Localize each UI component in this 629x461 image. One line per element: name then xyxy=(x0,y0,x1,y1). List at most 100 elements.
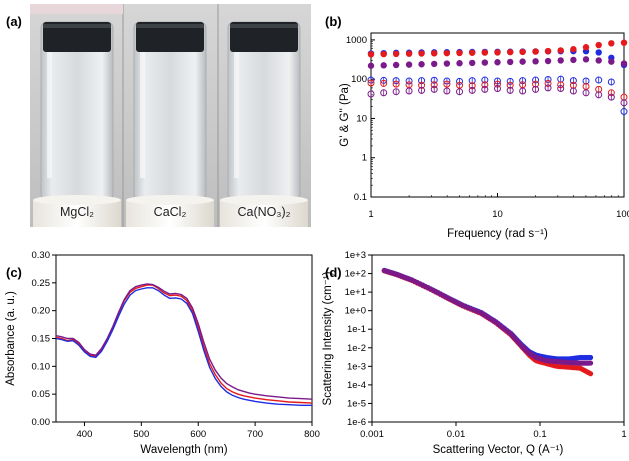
data-point xyxy=(443,80,451,88)
y-tick-label: 0.00 xyxy=(32,417,51,428)
data-point xyxy=(570,56,577,64)
panel-d-scattering-chart: (d) 1e-6 1e-5 1e-4 1e-3 1e-2 1e-1 1e+0 1e+1 1e+2 1… xyxy=(322,250,627,456)
vial-photo: MgCl₂ CaCl₂ Ca(NO₃)₂ xyxy=(30,4,311,227)
x-tick-label: 700 xyxy=(247,429,263,440)
y-tick-label: 0.05 xyxy=(32,389,51,400)
series-line xyxy=(55,287,312,406)
data-point xyxy=(544,57,552,65)
data-point xyxy=(405,87,413,95)
data-point xyxy=(456,49,463,57)
panel-label: (c) xyxy=(6,265,22,280)
data-point xyxy=(443,49,451,57)
vial-cap-shine xyxy=(43,24,111,28)
data-point xyxy=(431,50,438,57)
data-point xyxy=(557,47,564,54)
y-tick-label: 1e+2 xyxy=(345,269,366,280)
data-point xyxy=(595,49,602,56)
data-point xyxy=(620,39,628,46)
series-line xyxy=(55,283,313,400)
y-tick-label: 1000 xyxy=(346,35,367,46)
y-tick-label: 0.15 xyxy=(32,334,51,345)
y-tick-label: 0.10 xyxy=(32,361,51,372)
data-point xyxy=(557,57,564,64)
data-point xyxy=(607,93,615,101)
data-point xyxy=(469,49,476,56)
series-line xyxy=(55,284,313,404)
data-point xyxy=(582,56,590,63)
data-point xyxy=(392,80,400,88)
data-point xyxy=(481,49,489,56)
y-tick-label: 1e-5 xyxy=(347,398,366,409)
data-point xyxy=(380,89,388,97)
data-point xyxy=(532,58,539,65)
data-point xyxy=(595,57,602,64)
data-point xyxy=(582,44,590,51)
y-axis-label: Scattering Intensity (cm⁻¹) xyxy=(322,271,334,405)
y-tick-label: 1e+1 xyxy=(345,287,366,298)
vial-base-rim xyxy=(220,195,308,205)
y-tick-label: 1 xyxy=(362,153,367,164)
data-point xyxy=(418,61,425,68)
vial-base-rim xyxy=(126,195,214,205)
data-point xyxy=(418,86,426,94)
data-point xyxy=(582,89,590,97)
y-tick-label: 0.1 xyxy=(354,192,367,203)
x-axis-label: Frequency (rad s⁻¹) xyxy=(447,228,548,240)
x-tick-label: 400 xyxy=(77,429,93,440)
x-axis-label: Scattering Vector, Q (A⁻¹) xyxy=(433,444,564,456)
y-tick-label: 1e-1 xyxy=(347,324,366,335)
data-point xyxy=(608,40,615,47)
panel-label: (b) xyxy=(325,14,342,29)
series xyxy=(381,268,594,366)
data-point xyxy=(620,99,628,107)
vial-white-base xyxy=(220,200,308,227)
data-point xyxy=(430,85,438,93)
vial-label: Ca(NO₃)₂ xyxy=(238,205,291,219)
data-point xyxy=(519,58,526,65)
data-point xyxy=(481,59,489,66)
data-point xyxy=(367,51,375,58)
data-point xyxy=(456,88,464,96)
vial-white-base xyxy=(126,200,214,227)
data-point xyxy=(595,76,603,84)
vial-label: CaCl₂ xyxy=(154,205,187,219)
data-point xyxy=(620,108,628,116)
series xyxy=(367,84,628,107)
data-point xyxy=(392,61,400,69)
data-point xyxy=(431,60,438,68)
vial: CaCl₂ xyxy=(126,21,214,227)
data-point xyxy=(494,84,501,92)
data-point xyxy=(506,58,514,66)
data-point xyxy=(569,87,577,95)
vial-cap-shine xyxy=(230,24,298,28)
data-point xyxy=(587,354,594,361)
y-tick-label: 1e-2 xyxy=(347,343,366,354)
x-tick-label: 1 xyxy=(621,429,626,440)
data-point xyxy=(380,62,387,69)
x-tick-label: 0.01 xyxy=(447,429,466,440)
x-tick-label: 0.001 xyxy=(360,429,384,440)
data-point xyxy=(380,50,387,58)
data-point xyxy=(587,371,594,377)
data-point xyxy=(506,86,514,94)
data-point xyxy=(570,46,577,53)
data-point xyxy=(367,79,375,87)
vial-highlight xyxy=(140,28,145,178)
vial-base-rim xyxy=(33,195,121,205)
data-point xyxy=(468,86,476,94)
data-point xyxy=(544,84,552,92)
y-tick-label: 1e-4 xyxy=(347,380,366,391)
plot-area xyxy=(371,254,625,423)
panel-b-rheology-chart: (b)0.11101001000110100Frequency (rad s⁻¹… xyxy=(325,14,629,240)
data-point xyxy=(519,48,526,56)
panel-c-absorbance-chart: (c) 0.00 0.05 0.10 0.15 0.20 0.25 0.30 400 500 600… xyxy=(5,250,320,456)
y-tick-label: 1e+0 xyxy=(345,306,366,317)
data-point xyxy=(481,85,489,93)
vial-white-base xyxy=(33,200,121,227)
x-tick-label: 800 xyxy=(304,429,320,440)
data-point xyxy=(608,58,615,65)
data-point xyxy=(506,48,514,56)
data-point xyxy=(607,78,615,86)
vial: Ca(NO₃)₂ xyxy=(220,21,308,227)
vial-black-cap xyxy=(230,22,298,52)
